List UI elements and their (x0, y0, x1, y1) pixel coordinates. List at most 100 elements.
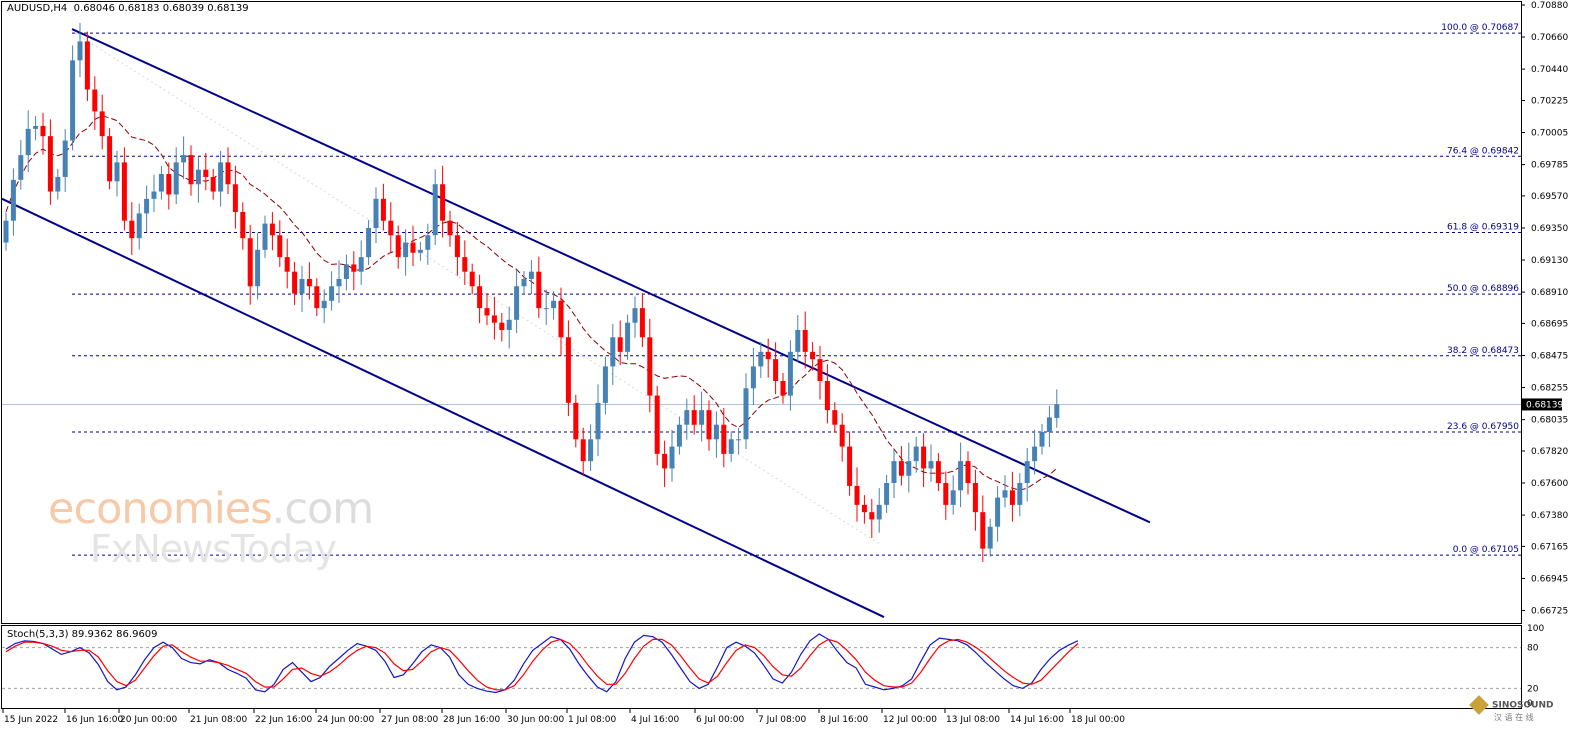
candle-body (84, 41, 90, 90)
candle (380, 183, 386, 231)
stoch-signal-line (5, 638, 1079, 691)
stochastic-pane[interactable] (1, 625, 1522, 709)
logo-name: SINOSOUND (1492, 700, 1554, 711)
candle-body (181, 155, 187, 163)
candle-body (536, 271, 542, 309)
candle (33, 116, 39, 141)
candle-body (758, 351, 764, 367)
candle-body (1002, 490, 1008, 498)
candle-body (351, 264, 357, 272)
candle-body (107, 136, 113, 182)
candle-body (839, 424, 845, 447)
candle-body (669, 446, 675, 469)
candle (610, 324, 616, 385)
stoch-axis-label: 20 (1527, 684, 1539, 694)
candle (129, 202, 135, 255)
candle (1032, 429, 1038, 475)
candle (995, 486, 1001, 542)
candle-body (477, 286, 483, 309)
candle (980, 495, 986, 562)
candle (536, 256, 542, 318)
candle (203, 152, 209, 191)
candle-body (965, 461, 971, 484)
symbol-label: AUDUSD,H4 (7, 3, 68, 14)
regression-channel (1, 28, 1151, 618)
candle (684, 398, 690, 440)
watermark-economies: economies.com (48, 484, 374, 534)
candle-body (432, 184, 438, 236)
logo-diamond-icon (1469, 695, 1489, 715)
candle (721, 407, 727, 468)
candle (573, 394, 579, 448)
price-tick-label: 0.69570 (1531, 192, 1568, 202)
fib-label-6: 0.0 @ 0.67105 (1453, 545, 1519, 555)
candle (1039, 423, 1045, 455)
price-tick-label: 0.66725 (1531, 607, 1568, 617)
candle-body (958, 461, 964, 491)
candle-body (269, 223, 275, 236)
price-tick-label: 0.67600 (1531, 479, 1568, 489)
candle (847, 431, 853, 496)
time-tick-label: 8 Jul 16:00 (820, 715, 869, 725)
candle (499, 312, 505, 342)
candle-body (277, 235, 283, 258)
candle (1017, 473, 1023, 517)
candle-body (743, 388, 749, 440)
candle (861, 495, 867, 524)
candle-body (18, 155, 24, 180)
candle-body (166, 174, 172, 195)
candle-body (62, 140, 68, 177)
candle-body (876, 504, 882, 520)
stoch-axis-label: 80 (1527, 644, 1539, 654)
sinosound-logo: SINOSOUND 汉 语 在 线 (1469, 695, 1554, 723)
candle-body (1054, 404, 1060, 419)
candle (329, 271, 335, 311)
candle (232, 165, 238, 229)
candle (706, 400, 712, 451)
candle-body (676, 424, 682, 447)
candle (736, 427, 742, 455)
candle (839, 413, 845, 462)
symbol-header: AUDUSD,H4 0.68046 0.68183 0.68039 0.6813… (7, 3, 249, 14)
time-tick-label: 15 Jun 2022 (4, 715, 58, 725)
candle (173, 147, 179, 205)
candle-body (861, 504, 867, 513)
time-tick-label: 30 Jun 00:00 (507, 715, 564, 725)
candle-body (284, 257, 290, 272)
candle (958, 442, 964, 508)
candle-body (906, 461, 912, 476)
candle (373, 187, 379, 243)
candle (943, 471, 949, 520)
candle-body (891, 461, 897, 484)
candle-body (543, 308, 549, 310)
candle (602, 356, 608, 415)
watermark-fxnewstoday: FxNewsToday (90, 527, 337, 571)
candle-body (114, 162, 120, 182)
time-tick-label: 28 Jun 16:00 (443, 715, 500, 725)
price-tick-label: 0.68910 (1531, 288, 1568, 298)
candle-body (869, 512, 875, 520)
candle (188, 145, 194, 196)
fib-label-2: 61.8 @ 0.69319 (1447, 222, 1519, 232)
candle (528, 260, 534, 294)
fib-label-3: 50.0 @ 0.68896 (1447, 284, 1519, 294)
candle (84, 31, 90, 102)
candle-body (773, 359, 779, 381)
candle (669, 429, 675, 482)
candle (625, 314, 631, 360)
time-tick-label: 7 Jul 08:00 (758, 715, 807, 725)
candle (469, 263, 475, 295)
candle-body (647, 337, 653, 396)
candle (284, 238, 290, 289)
candle (92, 76, 98, 130)
candle-body (728, 439, 734, 454)
candle (151, 174, 157, 213)
candle (55, 168, 61, 200)
price-pane[interactable] (1, 1, 1522, 624)
candle (77, 22, 83, 78)
candle (210, 168, 216, 200)
candle-body (787, 351, 793, 396)
candle (891, 449, 897, 499)
